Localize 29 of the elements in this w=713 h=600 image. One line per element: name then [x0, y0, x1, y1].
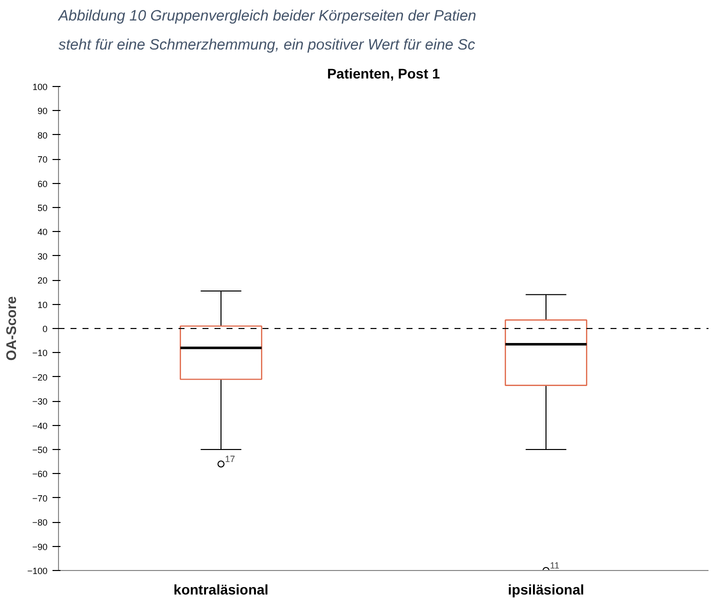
y-tick-label: −40: [32, 420, 48, 431]
text: Abbildung 10 Gruppenvergleich beider Körperseiten der Patien: [58, 8, 476, 24]
y-tick-label: −60: [32, 469, 48, 480]
y-tick-label: −100: [27, 566, 48, 576]
chart-title: Patienten, Post 1: [327, 66, 440, 82]
y-tick-label: 40: [37, 227, 48, 238]
y-tick-label: 80: [37, 130, 48, 140]
y-tick-label: −70: [32, 493, 48, 504]
y-axis-title: OA-Score: [3, 296, 20, 361]
y-tick-label: 0: [42, 324, 48, 334]
y-tick-label: −20: [32, 372, 48, 382]
y-tick-label: −10: [32, 348, 48, 358]
y-tick-label: 70: [37, 154, 48, 165]
annotation: 11: [550, 560, 560, 570]
y-tick-label: −80: [32, 518, 48, 528]
y-tick-label: 10: [37, 300, 48, 310]
x-tick-label: kontraläsional: [174, 582, 268, 598]
y-tick-label: 90: [37, 106, 48, 116]
text: steht für eine Schmerzhemmung, ein positiver Wert für eine Sc: [58, 36, 476, 54]
y-tick-label: 100: [32, 82, 48, 92]
y-tick-label: 50: [37, 203, 48, 213]
x-tick-label: ipsiläsional: [508, 582, 584, 598]
y-tick-label: −30: [32, 396, 48, 407]
y-tick-label: 30: [37, 251, 48, 262]
y-tick-label: 60: [37, 178, 48, 189]
annotation: 17: [225, 454, 236, 464]
y-tick-label: 20: [37, 276, 48, 286]
y-tick-label: −50: [32, 445, 48, 455]
y-tick-label: −90: [32, 542, 48, 552]
